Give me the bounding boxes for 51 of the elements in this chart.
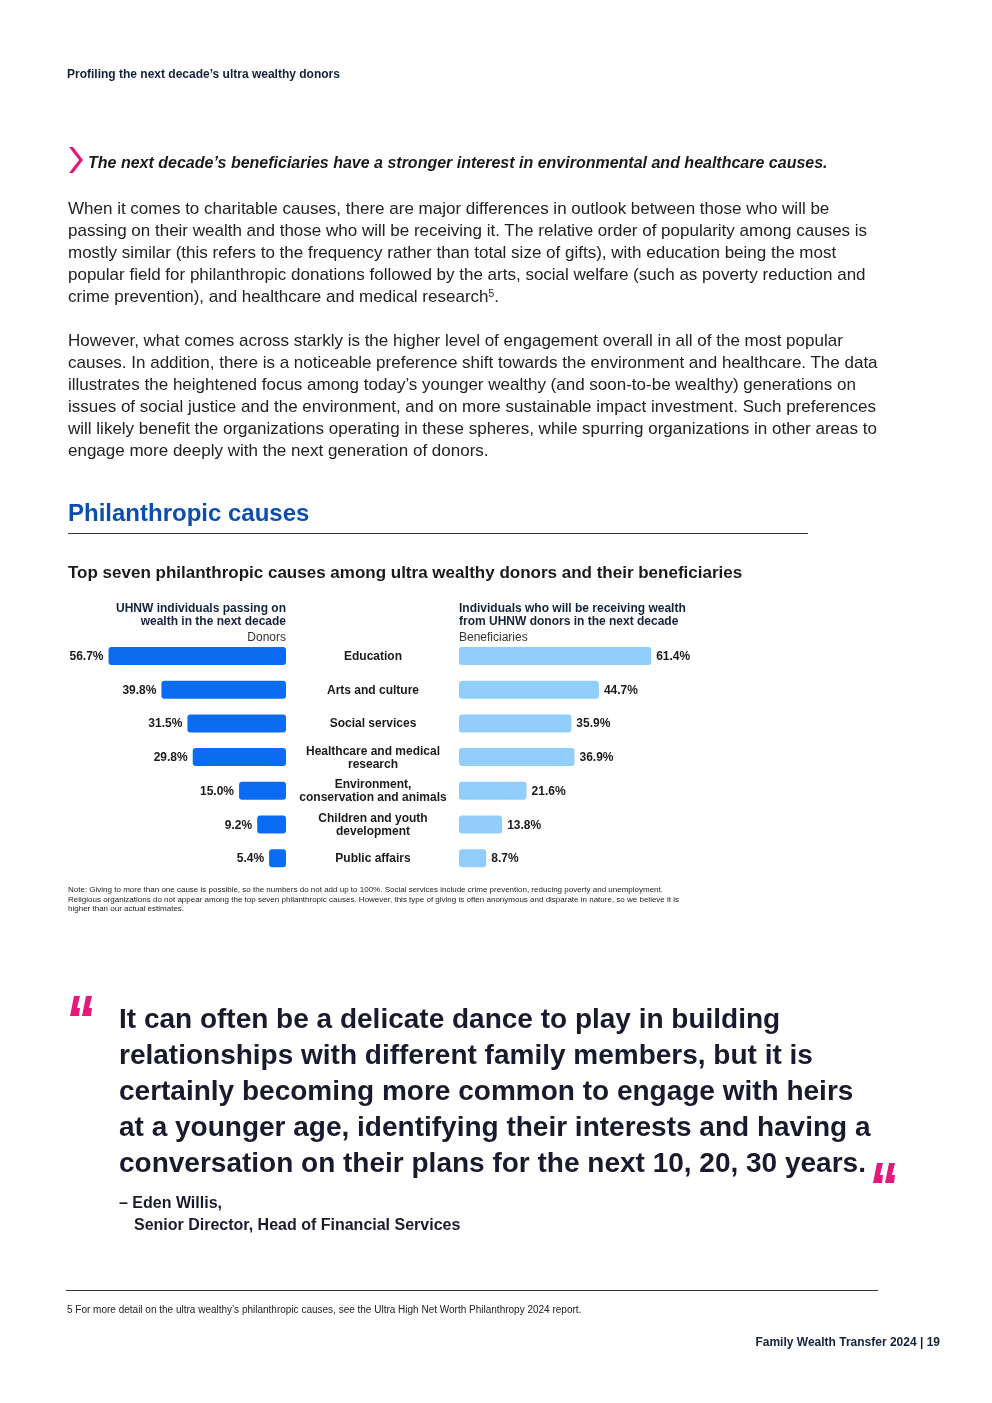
y-tick-label: Environment, conservation and animals <box>299 777 448 805</box>
bar <box>459 748 575 767</box>
y-tick-label: Arts and culture <box>326 682 420 697</box>
y-tick-label: Children and youth development <box>318 811 428 838</box>
bar <box>161 680 286 699</box>
text: Note: Giving to more than one cause is possible, so the numbers do not add up to 100%. Social services include crime prevention, reducing poverty and unemployment. Religious organizations do not appear among the top seven philanthropic causes. However, this type of giving is often anonymous and disparate in nature, so we believe it is higher than our actual estimates. <box>68 885 680 913</box>
text: Family Wealth Transfer 2024 | 19 <box>755 1335 941 1349</box>
data-label: 29.8% <box>153 750 189 765</box>
text: 5 For more detail on the ultra wealthy’s philanthropic causes, see the Ultra High Net Worth Philanthropy 2024 report. <box>67 1304 582 1315</box>
data-label: 31.5% <box>148 716 183 731</box>
y-tick-label: Public affairs <box>335 851 411 866</box>
data-label: 36.9% <box>579 750 614 765</box>
y-tick-label: Healthcare and medical research <box>305 743 441 771</box>
text: Top seven philanthropic causes among ultra wealthy donors and their beneficiaries <box>68 563 743 582</box>
text: UHNW individuals passing on wealth in the next decade <box>115 601 287 628</box>
text: Senior Director, Head of Financial Services <box>134 1216 461 1233</box>
text: The next decade’s beneficiaries have a stronger interest in environmental and healthcare causes. <box>88 154 828 171</box>
bar <box>239 781 286 800</box>
text: It can often be a delicate dance to play in building relationships with different family members, but it is certainly becoming more common to engage with heirs at a younger age, identifying their interests and having a conversation on their plans for the next 10, 20, 30 years. <box>119 1003 871 1178</box>
bar <box>108 647 286 665</box>
data-label: 44.7% <box>603 682 639 697</box>
data-label: 35.9% <box>576 716 611 731</box>
text: Individuals who will be receiving wealth from UHNW donors in the next decade <box>459 601 686 628</box>
y-tick-label: Social services <box>329 716 417 731</box>
bar <box>192 748 286 767</box>
bar <box>459 849 487 868</box>
series-label: Donors <box>247 630 286 644</box>
data-label: 61.4% <box>656 649 691 663</box>
data-label: 9.2% <box>224 817 253 832</box>
text: Profiling the next decade’s ultra wealthy donors <box>67 67 341 81</box>
y-tick-label: Education <box>343 649 403 663</box>
bar <box>459 815 503 834</box>
bar <box>459 647 652 665</box>
bar <box>459 781 527 800</box>
text: – Eden Willis, <box>119 1194 222 1211</box>
data-label: 56.7% <box>69 649 104 663</box>
text: However, what comes across starkly is the higher level of engagement overall in all of the most popular causes. In addition, there is a noticeable preference shift towards the environment and healthcare. The data illustrates the heightened focus among today’s younger wealthy (and soon-to-be wealthy) generations on issues of social justice and the environment, and on more sustainable impact investment. Such preferences will likely benefit the organizations operating in these spheres, while spurring organizations in other areas to engage more deeply with the next generation of donors. <box>67 331 879 460</box>
data-label: 13.8% <box>507 817 542 832</box>
bar <box>269 849 286 868</box>
data-label: 15.0% <box>200 783 235 798</box>
series-label: Beneficiaries <box>459 630 528 644</box>
text: When it comes to charitable causes, there are major differences in outlook between those who will be passing on their wealth and those who will be receiving it. The relative order of popularity among causes is mostly similar (this refers to the frequency rather than total size of gifts), with education being the most popular field for philanthropic donations followed by the arts, social welfare (such as poverty reduction and crime prevention), and healthcare and medical research$^{5}$. <box>68 199 868 306</box>
bar <box>257 815 286 834</box>
bar <box>187 714 286 733</box>
data-label: 5.4% <box>236 851 265 866</box>
bar <box>459 680 599 699</box>
bar <box>459 714 572 733</box>
chart-title: Philanthropic causes <box>68 499 310 526</box>
data-label: 21.6% <box>531 783 566 798</box>
data-label: 39.8% <box>122 682 157 697</box>
data-label: 8.7% <box>491 851 519 866</box>
